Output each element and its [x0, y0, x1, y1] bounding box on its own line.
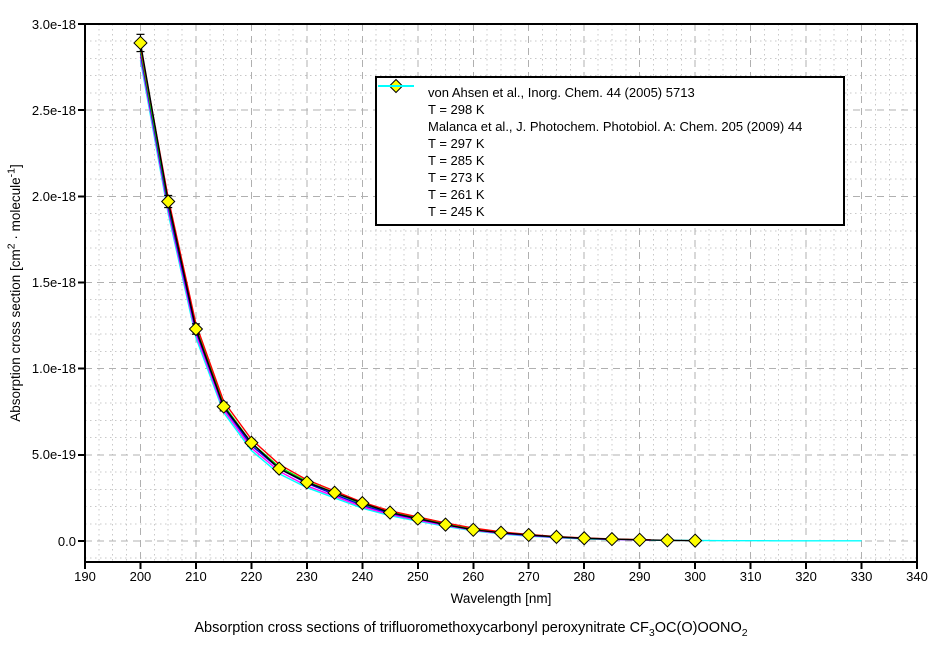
legend-item: T = 245 K [378, 85, 837, 220]
legend-item: T = 261 K [378, 85, 837, 203]
data-point-diamond-icon [632, 532, 647, 548]
data-point-diamond-icon [271, 461, 287, 476]
subscript: 2 [741, 626, 748, 639]
x-tick-label: 300 [684, 569, 706, 584]
superscript: -1 [5, 167, 18, 178]
x-tick-label: 210 [185, 569, 207, 584]
legend-empty-swatch [383, 102, 421, 118]
data-point-diamond-icon [493, 525, 509, 540]
legend-label: T = 245 K [428, 204, 485, 219]
x-tick-label: 230 [296, 569, 318, 584]
subscript: 3 [648, 626, 655, 639]
x-tick-label: 200 [129, 569, 152, 584]
data-point-diamond-icon [216, 399, 231, 414]
x-tick-label: 320 [795, 569, 817, 584]
legend-line-swatch-icon [378, 85, 421, 135]
superscript: 2 [5, 243, 18, 250]
legend-line-swatch-icon [378, 85, 421, 220]
data-point-diamond-icon [604, 531, 620, 547]
x-tick-label: 220 [240, 569, 263, 584]
y-tick-label: 3.0e-18 [31, 16, 76, 32]
data-point-diamond-icon [382, 505, 398, 520]
x-tick-label: 310 [739, 569, 762, 584]
x-tick-label: 340 [906, 569, 928, 584]
legend-label: T = 261 K [428, 187, 485, 202]
x-tick-label: 330 [850, 569, 873, 584]
legend-label: T = 273 K [428, 170, 485, 185]
data-point-diamond-icon [355, 495, 370, 511]
data-point-diamond-icon [576, 531, 592, 546]
data-point-diamond-icon [521, 527, 536, 543]
legend-item: T = 297 K [383, 135, 837, 152]
y-tick-label: 2.5e-18 [31, 102, 76, 118]
data-point-diamond-icon [160, 194, 176, 209]
legend-empty-swatch [383, 136, 421, 152]
y-tick-label: 1.0e-18 [31, 361, 76, 377]
plot-frame [78, 23, 918, 569]
legend-label: von Ahsen et al., Inorg. Chem. 44 (2005)… [428, 85, 695, 100]
legend-label: T = 298 K [428, 102, 485, 117]
legend-label: Malanca et al., J. Photochem. Photobiol.… [428, 119, 803, 134]
x-tick-label: 190 [74, 569, 96, 584]
x-axis-title: Wavelength [nm] [450, 591, 552, 606]
data-point-diamond-icon [660, 533, 675, 548]
legend-label: T = 285 K [428, 153, 485, 168]
data-point-diamond-icon [687, 533, 703, 548]
figure-caption: Absorption cross sections of trifluorome… [194, 620, 748, 639]
legend-item: T = 273 K [378, 85, 837, 186]
x-tick-label: 250 [406, 569, 429, 584]
x-tick-label: 260 [462, 569, 485, 584]
legend-line-swatch-icon [378, 85, 421, 186]
legend-item: Malanca et al., J. Photochem. Photobiol.… [378, 85, 837, 135]
y-axis-title: Absorption cross section [cm2 · molecule… [5, 164, 23, 422]
y-tick-label: 0.0 [57, 533, 76, 549]
x-tick-label: 240 [351, 569, 374, 584]
y-tick-label: 2.0e-18 [31, 188, 76, 204]
legend-label: T = 297 K [428, 136, 485, 151]
legend-item: von Ahsen et al., Inorg. Chem. 44 (2005)… [378, 78, 837, 101]
data-series [133, 33, 862, 548]
y-tick-label: 5.0e-19 [31, 447, 76, 463]
legend-line-swatch-icon [378, 85, 421, 203]
x-tick-label: 280 [573, 569, 596, 584]
legend: von Ahsen et al., Inorg. Chem. 44 (2005)… [375, 76, 845, 226]
data-point-diamond-icon [438, 517, 453, 532]
x-tick-label: 270 [517, 569, 540, 584]
series-von-ahsen-et-al-inorg-chem-44-2005-5713 [133, 33, 703, 548]
data-point-diamond-icon [188, 321, 204, 337]
data-point-diamond-icon [466, 522, 481, 538]
legend-line-swatch-icon [378, 85, 421, 169]
data-point-diamond-icon [244, 435, 259, 450]
data-point-diamond-icon [133, 35, 148, 51]
data-point-diamond-icon [549, 529, 564, 545]
legend-item: T = 285 K [378, 85, 837, 169]
data-point-diamond-icon [299, 475, 315, 490]
x-tick-label: 290 [628, 569, 651, 584]
legend-item: T = 298 K [383, 101, 837, 118]
data-point-diamond-icon [327, 485, 342, 500]
data-point-diamond-icon [410, 511, 426, 526]
y-tick-label: 1.5e-18 [31, 275, 76, 290]
